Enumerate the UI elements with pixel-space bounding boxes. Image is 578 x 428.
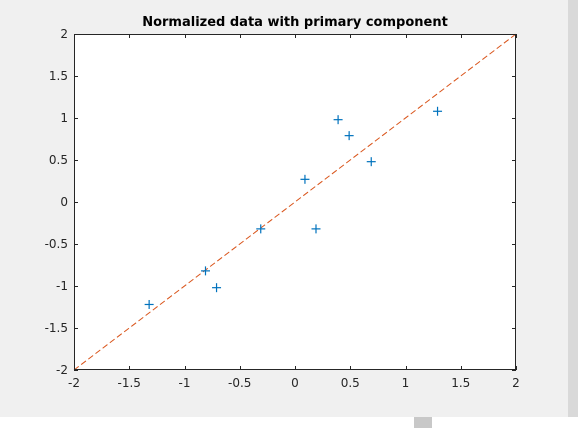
y-tick-label: 1	[60, 111, 68, 125]
series-layer	[73, 33, 517, 371]
data-point-marker	[433, 106, 443, 116]
data-point-marker	[212, 283, 222, 293]
y-tick-label: 0	[60, 195, 68, 209]
window-edge-right	[568, 0, 578, 418]
x-tick-label: 2	[512, 376, 520, 390]
data-point-marker	[300, 174, 310, 184]
x-tick-label: -1.5	[118, 376, 141, 390]
x-tick-label: 1.5	[451, 376, 470, 390]
data-point-marker	[333, 115, 343, 125]
y-tick-label: 0.5	[49, 153, 68, 167]
data-point-marker	[144, 299, 154, 309]
x-tick-label: 0	[291, 376, 299, 390]
window-edge-bottom	[0, 417, 578, 428]
data-point-marker	[344, 131, 354, 141]
data-point-marker	[311, 224, 321, 234]
y-tick-label: -0.5	[45, 237, 68, 251]
data-point-marker	[366, 157, 376, 167]
x-tick-label: -0.5	[228, 376, 251, 390]
chart-title: Normalized data with primary component	[142, 15, 448, 30]
x-tick-label: -1	[179, 376, 191, 390]
y-tick-label: -1.5	[45, 321, 68, 335]
data-point-marker	[256, 224, 266, 234]
x-tick-label: 0.5	[341, 376, 360, 390]
scrollbar-stub[interactable]	[414, 417, 432, 428]
y-tick-label: 1.5	[49, 69, 68, 83]
y-tick-label: -1	[56, 279, 68, 293]
x-tick-label: 1	[402, 376, 410, 390]
y-tick-label: -2	[56, 363, 68, 377]
primary-component-line	[73, 33, 517, 371]
data-point-marker	[200, 266, 210, 276]
axes-layer: -2 -1.5 -1 -0.5 0 0.5 1 1.5 2 -2 -1.5 -1 -0.5 0 0.5 1 1.…	[45, 27, 520, 390]
y-tick-label: 2	[60, 27, 68, 41]
plot-box	[74, 34, 516, 370]
x-tick-label: -2	[68, 376, 80, 390]
